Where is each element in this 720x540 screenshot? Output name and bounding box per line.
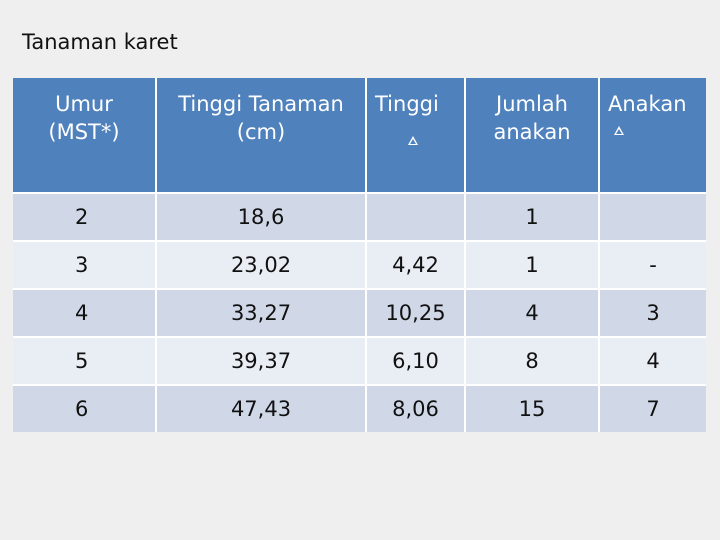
table-header-row: Umur (MST*) Tinggi Tanaman (cm) Tinggi J… — [13, 78, 706, 193]
cell-jumlah-anakan: 15 — [464, 384, 599, 432]
header-jumlah-anakan: Jumlah anakan — [464, 78, 599, 193]
cell-jumlah-anakan: 4 — [464, 288, 599, 337]
cell-delta-tinggi: 8,06 — [365, 384, 465, 432]
cell-delta-anakan: - — [598, 240, 706, 289]
table-row: 2 18,6 1 — [13, 192, 706, 241]
header-line: Tinggi Tanaman — [178, 92, 344, 116]
cell-delta-tinggi — [365, 192, 465, 241]
cell-jumlah-anakan: 1 — [464, 240, 599, 289]
header-line: Anakan — [608, 92, 687, 116]
cell-tinggi-tanaman: 23,02 — [155, 240, 366, 289]
header-delta-tinggi: Tinggi — [365, 78, 465, 193]
header-line: Jumlah — [496, 92, 568, 116]
table-row: 5 39,37 6,10 8 4 — [13, 336, 706, 385]
cell-delta-anakan: 4 — [598, 336, 706, 385]
header-delta-anakan: Anakan — [598, 78, 706, 193]
cell-umur: 6 — [13, 384, 156, 432]
cell-delta-anakan: 7 — [598, 384, 706, 432]
cell-umur: 2 — [13, 192, 156, 241]
cell-delta-tinggi: 4,42 — [365, 240, 465, 289]
growth-table: Umur (MST*) Tinggi Tanaman (cm) Tinggi J… — [13, 78, 706, 432]
cell-tinggi-tanaman: 18,6 — [155, 192, 366, 241]
cell-delta-anakan: 3 — [598, 288, 706, 337]
delta-icon — [408, 136, 418, 145]
cell-delta-tinggi: 10,25 — [365, 288, 465, 337]
cell-tinggi-tanaman: 39,37 — [155, 336, 366, 385]
header-tinggi-tanaman: Tinggi Tanaman (cm) — [155, 78, 366, 193]
cell-delta-tinggi: 6,10 — [365, 336, 465, 385]
table-row: 4 33,27 10,25 4 3 — [13, 288, 706, 337]
header-umur: Umur (MST*) — [13, 78, 156, 193]
header-line: Umur — [55, 92, 113, 116]
cell-umur: 4 — [13, 288, 156, 337]
slide-title: Tanaman karet — [22, 30, 178, 54]
cell-umur: 3 — [13, 240, 156, 289]
table-row: 6 47,43 8,06 15 7 — [13, 384, 706, 432]
cell-tinggi-tanaman: 33,27 — [155, 288, 366, 337]
cell-delta-anakan — [598, 192, 706, 241]
header-line: anakan — [493, 120, 571, 145]
header-line: (cm) — [236, 120, 286, 145]
cell-jumlah-anakan: 1 — [464, 192, 599, 241]
cell-tinggi-tanaman: 47,43 — [155, 384, 366, 432]
header-line: Tinggi — [375, 92, 439, 116]
cell-jumlah-anakan: 8 — [464, 336, 599, 385]
cell-umur: 5 — [13, 336, 156, 385]
header-line: (MST*) — [48, 120, 120, 145]
delta-icon — [614, 126, 624, 135]
table-row: 3 23,02 4,42 1 - — [13, 240, 706, 289]
